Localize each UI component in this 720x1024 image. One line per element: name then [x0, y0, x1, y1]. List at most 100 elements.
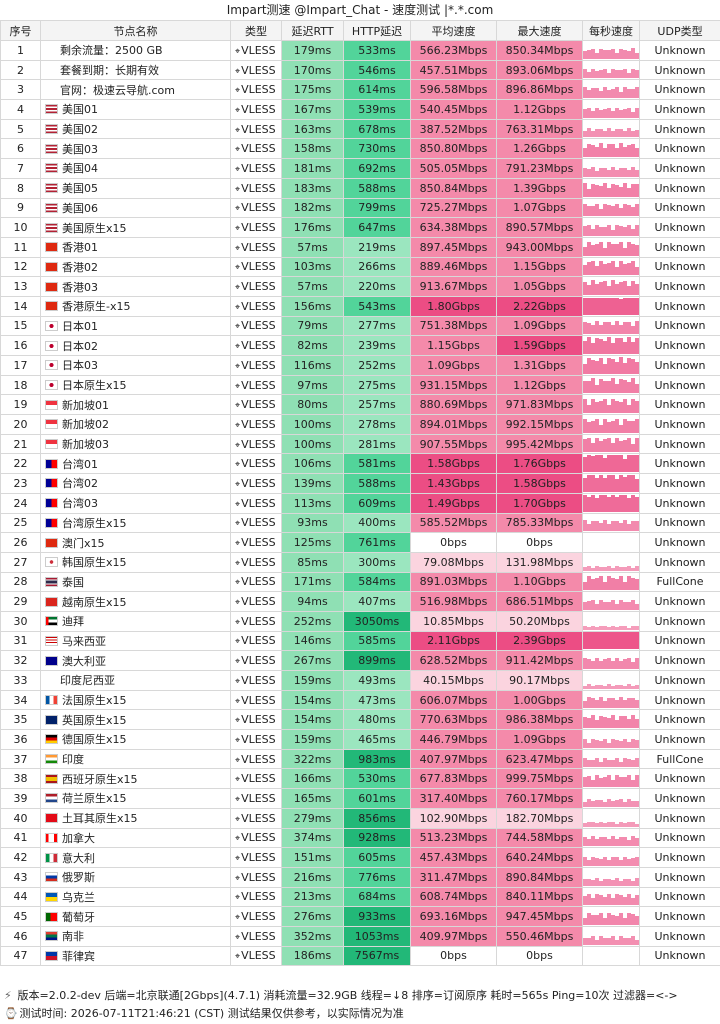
speed-bar: [631, 69, 635, 79]
speed-bar: [603, 494, 607, 512]
udp-type-cell: Unknown: [639, 315, 720, 337]
speed-bar: [599, 109, 603, 118]
protocol-type-cell: ⌖VLESS: [230, 866, 282, 888]
table-row: 36 德国原生x15 ⌖VLESS 159ms 465ms 446.79Mbps 1.09G…: [0, 729, 720, 750]
speed-bar: [611, 879, 615, 886]
speed-bar: [591, 715, 595, 729]
speed-bar: [607, 821, 611, 827]
speed-bar: [627, 894, 631, 906]
speed-bar: [627, 89, 631, 99]
speed-bar: [631, 342, 635, 354]
speed-bar: [595, 224, 599, 236]
speed-bar: [595, 565, 599, 571]
speed-bar: [619, 474, 623, 492]
speed-bar: [619, 298, 623, 315]
per-second-speed-cell: [582, 394, 640, 416]
speed-bar: [623, 822, 627, 827]
speed-bar: [591, 110, 595, 118]
node-name: 荷兰原生x15: [62, 792, 127, 806]
avg-speed-cell: 677.83Mbps: [410, 768, 497, 790]
table-row: 18 日本原生x15 ⌖VLESS 97ms 275ms 931.15Mbps 1.12Gb…: [0, 374, 720, 396]
protocol-type-cell: ⌖VLESS: [230, 571, 282, 593]
node-name: 迪拜: [62, 615, 84, 629]
protocol-icon: ⌖: [235, 164, 241, 175]
speed-bar: [627, 382, 631, 394]
speed-bar: [595, 107, 599, 118]
node-name-cell: 美国02: [40, 118, 231, 140]
protocol-type-cell: ⌖VLESS: [230, 99, 282, 120]
speed-bar: [591, 131, 595, 138]
footer-time-text: 测试时间: 2026-07-11T21:46:21 (CST) 测试结果仅供参考…: [19, 1007, 404, 1020]
node-name-cell: 澳大利亚: [40, 650, 231, 671]
per-second-speed-cell: [582, 689, 640, 711]
protocol-type-cell: ⌖VLESS: [230, 886, 282, 908]
speed-bar: [623, 247, 627, 256]
speed-bar: [595, 129, 599, 138]
speed-bar: [587, 188, 591, 197]
speed-bar: [583, 582, 587, 591]
protocol-icon: ⌖: [235, 302, 241, 313]
http-latency-cell: 252ms: [343, 355, 411, 376]
speed-bar: [599, 48, 603, 59]
node-name-cell: 新加坡02: [40, 414, 231, 435]
speed-bar: [627, 698, 631, 709]
speed-bar: [631, 228, 635, 236]
protocol-icon: ⌖: [235, 735, 241, 746]
row-index: 47: [0, 945, 41, 967]
protocol-type: VLESS: [241, 378, 276, 392]
speed-bar: [619, 424, 623, 433]
flag-pt-icon: [45, 911, 58, 922]
protocol-type-cell: ⌖VLESS: [230, 374, 282, 396]
speed-bar: [635, 739, 639, 748]
speed-bar: [627, 405, 631, 414]
max-speed-cell: 1.09Gbps: [496, 729, 583, 750]
speed-bar: [603, 738, 607, 748]
table-row: 4 美国01 ⌖VLESS 167ms 539ms 540.45Mbps 1.12Gbps U…: [0, 99, 720, 120]
speed-bar: [611, 144, 615, 158]
row-index: 44: [0, 886, 41, 908]
speed-bar: [583, 601, 587, 610]
speed-bar: [591, 228, 595, 236]
speed-bar: [603, 685, 607, 689]
results-table: 序号 节点名称 类型 延迟RTT HTTP延迟 平均速度 最大速度 每秒速度 U…: [0, 20, 720, 967]
max-speed-cell: 1.12Gbps: [496, 374, 583, 396]
speed-bar: [635, 625, 639, 630]
speed-bar: [599, 821, 603, 827]
speed-bar: [599, 226, 603, 236]
protocol-type-cell: ⌖VLESS: [230, 689, 282, 711]
speed-bar: [611, 279, 615, 295]
table-row: 12 香港02 ⌖VLESS 103ms 266ms 889.46Mbps 1.15Gbps…: [0, 256, 720, 278]
speed-bar: [627, 798, 631, 807]
speed-bar: [603, 204, 607, 217]
speed-bar: [599, 523, 603, 532]
speed-bar: [583, 477, 587, 492]
http-latency-cell: 684ms: [343, 886, 411, 908]
speed-bar: [607, 297, 611, 315]
speed-bar: [595, 632, 599, 650]
rtt-cell: 106ms: [281, 453, 344, 475]
flag-jp-icon: [45, 380, 58, 391]
speed-bar: [587, 168, 591, 177]
flag-tr-icon: [45, 813, 58, 824]
protocol-type-cell: ⌖VLESS: [230, 118, 282, 140]
speed-bar: [587, 697, 591, 709]
node-name: 美国04: [62, 162, 98, 176]
speed-bar: [611, 821, 615, 827]
speed-bar: [623, 520, 627, 532]
speed-bar: [583, 822, 587, 827]
protocol-type: VLESS: [241, 772, 276, 786]
speed-bar: [619, 566, 623, 571]
udp-type-cell: Unknown: [639, 40, 720, 61]
row-index: 17: [0, 355, 41, 376]
http-latency-cell: 692ms: [343, 158, 411, 179]
udp-type-cell: Unknown: [639, 945, 720, 967]
table-row: 7 美国04 ⌖VLESS 181ms 692ms 505.05Mbps 791.23Mbp…: [0, 158, 720, 179]
flag-jp-icon: [45, 320, 58, 331]
speed-bar: [635, 478, 639, 492]
http-latency-cell: 588ms: [343, 473, 411, 494]
speed-bar: [611, 632, 615, 650]
speed-bar: [619, 494, 623, 512]
speed-bar: [599, 424, 603, 433]
http-latency-cell: 465ms: [343, 729, 411, 750]
speed-bar: [603, 822, 607, 827]
